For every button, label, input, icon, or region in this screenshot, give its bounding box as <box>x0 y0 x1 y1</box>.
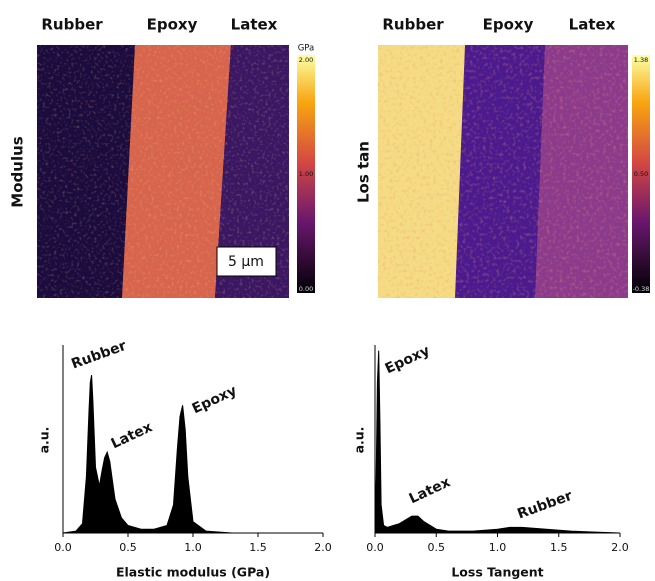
x-tick-label: 0.0 <box>54 541 72 554</box>
y-axis-label: a.u. <box>352 427 367 454</box>
x-tick-label: 0.0 <box>366 541 384 554</box>
density-area <box>62 375 323 534</box>
x-tick-label: 1.5 <box>249 541 267 554</box>
region-label: Epoxy <box>483 16 534 34</box>
colorbar-label: 1.38 <box>634 56 648 64</box>
region-label: Epoxy <box>147 16 198 34</box>
x-tick-label: 0.5 <box>119 541 137 554</box>
peak-annotation: Rubber <box>515 488 574 523</box>
x-tick-label: 1.0 <box>184 541 202 554</box>
peak-annotation: Latex <box>407 474 453 507</box>
region-label: Rubber <box>41 16 103 34</box>
colorbar-label: -0.38 <box>633 285 650 293</box>
peak-annotation: Latex <box>109 419 155 452</box>
map-title: Modulus <box>9 136 27 207</box>
peak-annotation: Rubber <box>69 338 128 373</box>
modulus-map: 5 µm GPa 2.00 1.00 0.00 <box>37 44 315 298</box>
colorbar-label: 2.00 <box>299 56 313 64</box>
x-tick-label: 0.5 <box>428 541 446 554</box>
map-title: Los tan <box>355 141 373 203</box>
colorbar-label: 0.00 <box>299 285 313 293</box>
scale-bar-label: 5 µm <box>228 254 264 270</box>
colorbar-label: 0.50 <box>634 170 648 178</box>
x-axis-label: Elastic modulus (GPa) <box>116 565 270 580</box>
x-tick-label: 2.0 <box>611 541 629 554</box>
colorbar-unit: GPa <box>298 44 315 54</box>
loss-tangent-map: 1.38 0.50 -0.38 <box>378 45 650 298</box>
y-axis-label: a.u. <box>37 427 52 454</box>
x-axis-label: Loss Tangent <box>451 565 543 580</box>
colorbar-label: 1.00 <box>299 170 313 178</box>
x-tick-label: 1.0 <box>489 541 507 554</box>
x-tick-label: 2.0 <box>314 541 332 554</box>
density-area <box>374 350 621 534</box>
region-label: Latex <box>231 16 278 34</box>
region-label: Rubber <box>382 16 444 34</box>
x-tick-label: 1.5 <box>550 541 568 554</box>
region-label: Latex <box>569 16 616 34</box>
peak-annotation: Epoxy <box>190 383 240 418</box>
peak-annotation: Epoxy <box>383 343 433 378</box>
